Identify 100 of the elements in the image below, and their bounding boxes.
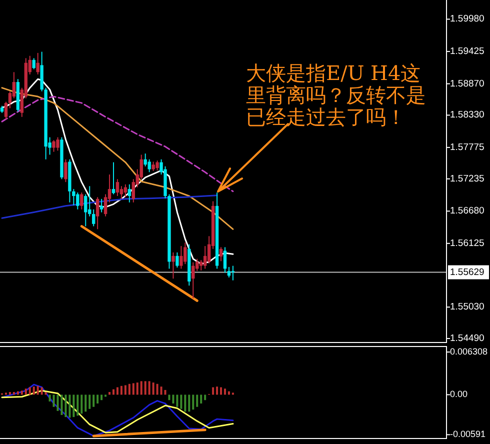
bar xyxy=(32,386,35,395)
annotation: 大侠是指E/U H4这里背离吗？反转不是已经走过去了吗！ xyxy=(246,61,426,129)
bar xyxy=(100,394,103,400)
y-tick-label: 1.55030 xyxy=(450,302,484,313)
bar xyxy=(92,394,95,407)
bar xyxy=(8,392,11,395)
bar xyxy=(52,394,55,407)
y-tick-label: 1.59425 xyxy=(450,46,484,57)
candlestick xyxy=(203,246,207,270)
candlestick xyxy=(124,184,128,198)
candlestick xyxy=(4,101,8,120)
bar xyxy=(56,394,59,411)
y-tick-label: 1.54490 xyxy=(450,333,484,344)
candlestick xyxy=(88,186,92,217)
y-tick-label: 1.59980 xyxy=(450,14,484,25)
y-tick-label: 1.56125 xyxy=(450,238,484,249)
line-series xyxy=(1,194,218,219)
bar xyxy=(160,386,162,395)
bar xyxy=(220,387,222,395)
bar xyxy=(84,394,87,412)
candlestick xyxy=(152,161,155,172)
candlestick xyxy=(92,208,96,227)
candlestick xyxy=(56,136,60,152)
candlestick xyxy=(144,153,147,167)
candlestick xyxy=(76,192,80,210)
line-series xyxy=(1,96,234,192)
candlestick xyxy=(100,198,104,213)
bar xyxy=(144,381,146,395)
bar xyxy=(204,394,206,400)
bar xyxy=(184,394,186,412)
line-series xyxy=(1,390,234,434)
bar xyxy=(188,394,190,412)
bar xyxy=(112,389,114,395)
bar xyxy=(152,382,154,395)
y-tick-label: 1.58870 xyxy=(450,78,484,90)
candlestick xyxy=(112,162,116,195)
candlestick xyxy=(96,196,100,230)
bar xyxy=(156,384,158,395)
bar xyxy=(172,394,174,404)
candlestick xyxy=(176,252,179,268)
bar xyxy=(64,394,67,418)
y-tick-label: 1.58330 xyxy=(450,110,484,121)
bar xyxy=(48,394,51,402)
candlestick xyxy=(223,246,227,274)
y-tick-label: 1.57235 xyxy=(450,173,484,184)
bar xyxy=(44,392,47,395)
candlestick xyxy=(32,58,36,70)
bar xyxy=(72,394,75,418)
candlestick xyxy=(180,246,183,270)
line-series xyxy=(1,384,234,437)
y-tick-label: 0.00 xyxy=(450,389,468,400)
bar xyxy=(224,388,226,395)
bar xyxy=(124,385,126,395)
bar xyxy=(164,390,166,395)
bar xyxy=(148,381,150,395)
bar xyxy=(80,394,83,414)
bar xyxy=(140,381,142,395)
candlestick xyxy=(184,242,187,265)
candlestick xyxy=(12,72,16,99)
y-tick-label: -0.00591 xyxy=(450,429,486,440)
bar xyxy=(40,387,43,395)
bar xyxy=(212,387,214,395)
candlestick xyxy=(156,160,159,171)
bar xyxy=(120,386,122,395)
bar xyxy=(76,394,79,416)
bar xyxy=(128,384,130,395)
candlestick xyxy=(52,140,56,152)
bar xyxy=(36,386,39,395)
bar xyxy=(68,394,71,418)
bar xyxy=(176,394,178,407)
y-tick-label: 0.006308 xyxy=(450,346,488,356)
bar xyxy=(132,383,134,395)
candlestick xyxy=(84,194,88,227)
bar xyxy=(96,394,99,404)
line-series xyxy=(1,87,234,230)
bar xyxy=(168,394,170,400)
bar xyxy=(28,387,31,395)
bar xyxy=(20,390,23,395)
candlestick xyxy=(219,246,223,262)
candlestick xyxy=(200,259,203,271)
bar xyxy=(216,386,218,395)
bar xyxy=(24,388,27,395)
y-tick-label: 1.57775 xyxy=(450,142,484,153)
candlestick xyxy=(120,186,124,200)
bar xyxy=(136,382,138,395)
candlestick xyxy=(192,262,195,299)
candlestick xyxy=(172,252,175,280)
candlestick xyxy=(227,266,231,278)
bar xyxy=(12,392,15,395)
candlestick xyxy=(64,158,68,183)
candlestick xyxy=(128,184,132,203)
candlestick xyxy=(116,178,120,197)
bar xyxy=(88,394,91,409)
bar xyxy=(108,392,111,395)
candlestick xyxy=(80,192,84,210)
bar xyxy=(180,394,182,409)
y-tick-label: 1.56680 xyxy=(450,206,484,217)
bar xyxy=(192,394,194,410)
bar xyxy=(196,394,198,407)
candlestick xyxy=(132,178,135,203)
